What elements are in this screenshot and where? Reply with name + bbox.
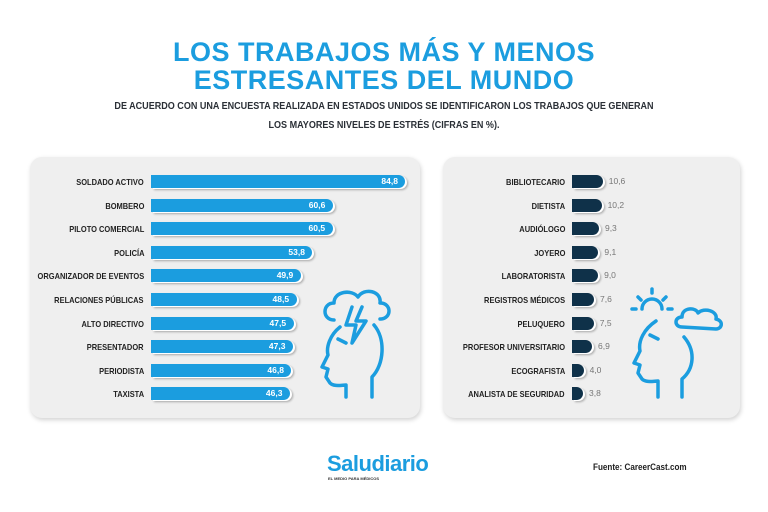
title-line-2: ESTRESANTES DEL MUNDO [193,65,575,95]
bar [572,316,594,330]
subtitle-line-1: DE ACUERDO CON UNA ENCUESTA REALIZADA EN… [114,100,654,112]
bar [572,269,599,283]
value-label: 46,3 [265,388,283,399]
value-label: 3,8 [589,388,601,399]
category-label: ANALISTA DE SEGURIDAD [468,389,565,400]
value-label: 48,5 [272,294,290,304]
bar [572,198,602,212]
category-label: BIBLIOTECARIO [505,177,565,187]
value-label: 46,8 [267,364,284,375]
bar-row: PRESENTADOR 47,3 [30,340,420,354]
category-label: LABORATORISTA [501,271,565,282]
bar-row: REGISTROS MÉDICOS 7,6 [443,293,740,307]
value-label: 9,3 [604,223,617,234]
bar [151,175,406,188]
bar [572,363,584,377]
bar-row: TAXISTA 46,3 [30,387,420,401]
bar-row: POLICÍA 53,8 [30,245,420,260]
bar-row: ALTO DIRECTIVO 47,5 [30,316,420,331]
bar-row: LABORATORISTA 9,0 [443,269,740,283]
category-label: TAXISTA [113,389,144,400]
category-label: PILOTO COMERCIAL [68,224,144,235]
value-label: 53,8 [288,246,305,257]
calm-head-sun-cloud-icon [630,287,723,399]
bar-row: ORGANIZADOR DE EVENTOS 49,9 [30,269,420,283]
value-label: 47,5 [269,317,287,328]
bar [151,198,333,212]
bar [151,363,292,377]
value-label: 47,3 [268,341,286,352]
bar-row: PELUQUERO 7,5 [443,316,740,331]
category-label: ALTO DIRECTIVO [81,318,144,329]
value-label: 7,6 [600,294,612,304]
category-label: RELACIONES PÚBLICAS [54,295,144,305]
category-label: PROFESOR UNIVERSITARIO [462,342,565,353]
category-label: AUDIÓLOGO [518,224,565,235]
saludiario-logo: Saludiario [327,451,429,476]
logo-tagline: EL MEDIO PARA MÉDICOS [328,476,380,481]
category-label: JOYERO [533,247,565,258]
title-line-1: LOS TRABAJOS MÁS Y MENOS [172,37,596,67]
category-label: BOMBERO [104,200,144,211]
category-label: POLICÍA [113,247,144,258]
least-stressful-panel: BIBLIOTECARIO 10,6 DIETISTA 10,2 AUDIÓLOGO 9,… [443,157,740,418]
value-label: 6,9 [598,341,610,352]
bar [572,293,595,306]
category-label: DIETISTA [531,200,565,211]
category-label: ORGANIZADOR DE EVENTOS [37,271,144,282]
value-label: 60,5 [308,223,326,234]
bar [572,245,599,259]
value-label: 49,9 [276,270,294,281]
category-label: PELUQUERO [517,318,565,329]
bar [151,269,301,283]
bar-row: PERIODISTA 46,8 [30,363,420,378]
value-label: 10,6 [608,176,626,186]
category-label: PRESENTADOR [87,342,144,353]
bar [572,222,599,236]
bar [151,293,297,306]
stressed-head-lightning-icon [320,289,391,399]
bar-row: DIETISTA 10,2 [443,198,740,213]
bar [151,340,293,354]
bar-row: BIBLIOTECARIO 10,6 [443,175,740,189]
value-label: 4,0 [589,364,602,375]
source-note: Fuente: CareerCast.com [593,462,687,472]
value-label: 84,8 [381,176,398,186]
category-label: PERIODISTA [98,365,144,376]
bar-row: PILOTO COMERCIAL 60,5 [30,222,420,236]
bar-row: PROFESOR UNIVERSITARIO 6,9 [443,340,740,354]
category-label: ECOGRAFISTA [511,365,565,376]
bar [151,316,294,330]
category-label: REGISTROS MÉDICOS [483,295,565,305]
bar [572,175,603,188]
category-label: SOLDADO ACTIVO [76,177,144,187]
value-label: 7,5 [599,317,612,328]
bar [151,222,333,236]
bar-row: ANALISTA DE SEGURIDAD 3,8 [443,387,740,401]
bar-row: SOLDADO ACTIVO 84,8 [30,175,420,189]
bar [151,387,290,401]
subtitle-line-2: LOS MAYORES NIVELES DE ESTRÉS (CIFRAS EN… [268,119,500,131]
bar-row: ECOGRAFISTA 4,0 [443,363,740,378]
value-label: 10,2 [607,199,625,210]
most-stressful-panel: SOLDADO ACTIVO 84,8 BOMBERO 60,6 PILOTO COME… [30,157,420,418]
bar-row: RELACIONES PÚBLICAS 48,5 [30,293,420,307]
bar-row: JOYERO 9,1 [443,245,740,260]
bar [572,387,584,401]
value-label: 60,6 [308,199,326,210]
bar-row: AUDIÓLOGO 9,3 [443,222,740,236]
value-label: 9,0 [604,270,616,281]
bar [572,340,592,354]
bar [151,245,313,259]
value-label: 9,1 [604,246,617,257]
bar-row: BOMBERO 60,6 [30,198,420,213]
